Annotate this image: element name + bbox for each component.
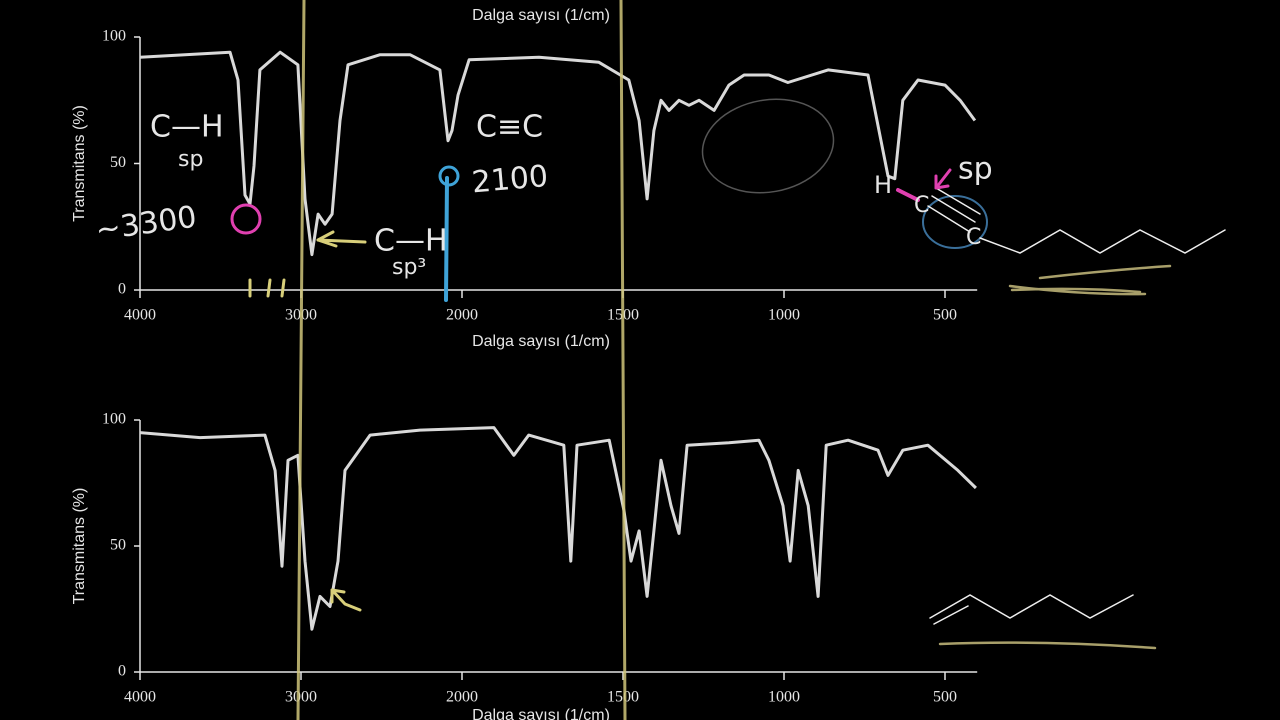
y-tick-label: 50 bbox=[110, 154, 126, 171]
x-axis-label: Dalga sayısı (1/cm) bbox=[472, 707, 610, 720]
x-tick-label: 2000 bbox=[446, 307, 478, 324]
circle-mark bbox=[438, 165, 460, 187]
x-tick-label: 1000 bbox=[768, 689, 800, 706]
annotations: C—H sp ~3300 C≡C 2100 C—H sp³ sp H C C bbox=[93, 110, 992, 281]
skeleton bbox=[929, 594, 1134, 625]
annotation: C≡C bbox=[476, 110, 543, 145]
x-tick-label: 500 bbox=[933, 689, 957, 706]
x-tick-label: 4000 bbox=[124, 689, 156, 706]
spectrum-line bbox=[139, 426, 977, 631]
chart: 4000 3000 2000 1500 1000 500050100Transmitans… bbox=[71, 7, 978, 350]
arrow bbox=[330, 588, 362, 612]
annotation: 2100 bbox=[470, 159, 549, 201]
guide-line bbox=[619, 0, 627, 720]
annotation: ~3300 bbox=[93, 200, 198, 249]
x-tick-label: 2000 bbox=[446, 689, 478, 706]
annotation: sp bbox=[958, 152, 993, 187]
skeleton bbox=[979, 229, 1226, 254]
y-axis-label: Transmitans (%) bbox=[71, 105, 88, 222]
circle-mark bbox=[922, 195, 988, 249]
x-tick-label: 500 bbox=[933, 307, 957, 324]
bond-mark bbox=[896, 188, 920, 202]
x-axis-label: Dalga sayısı (1/cm) bbox=[472, 333, 610, 350]
underline bbox=[938, 641, 1157, 650]
annotation: sp bbox=[178, 147, 203, 172]
x-tick-label: 1500 bbox=[607, 689, 639, 706]
bond-mark bbox=[927, 187, 981, 233]
guide-line bbox=[296, 0, 306, 720]
ink-marks bbox=[230, 0, 1226, 720]
x-tick-label: 4000 bbox=[124, 307, 156, 324]
chart-title: Dalga sayısı (1/cm) bbox=[472, 7, 610, 24]
guide-line bbox=[444, 176, 449, 302]
annotation: H bbox=[874, 171, 892, 199]
spectrum-line bbox=[139, 50, 977, 257]
x-tick-label: 1000 bbox=[768, 307, 800, 324]
y-tick-label: 100 bbox=[102, 28, 126, 45]
circle-mark bbox=[701, 98, 835, 194]
y-tick-label: 0 bbox=[118, 663, 126, 680]
y-tick-label: 50 bbox=[110, 537, 126, 554]
y-tick-label: 100 bbox=[102, 411, 126, 428]
underline bbox=[1008, 264, 1172, 296]
annotation: C—H bbox=[150, 110, 224, 145]
annotation: C bbox=[966, 225, 981, 250]
arrow bbox=[316, 230, 367, 248]
annotation: C—H bbox=[374, 224, 448, 259]
chart: 4000 3000 2000 1500 1000 500 0 50 100 Transmitans… bbox=[71, 411, 978, 720]
annotation: sp³ bbox=[392, 255, 426, 280]
y-axis-label: Transmitans (%) bbox=[71, 488, 88, 605]
y-tick-label: 0 bbox=[118, 281, 126, 298]
circle-mark bbox=[230, 203, 262, 235]
arrow bbox=[934, 168, 952, 190]
annotation: C bbox=[914, 193, 929, 218]
x-tick-label: 3000 bbox=[285, 689, 317, 706]
ink-marks bbox=[248, 278, 286, 298]
